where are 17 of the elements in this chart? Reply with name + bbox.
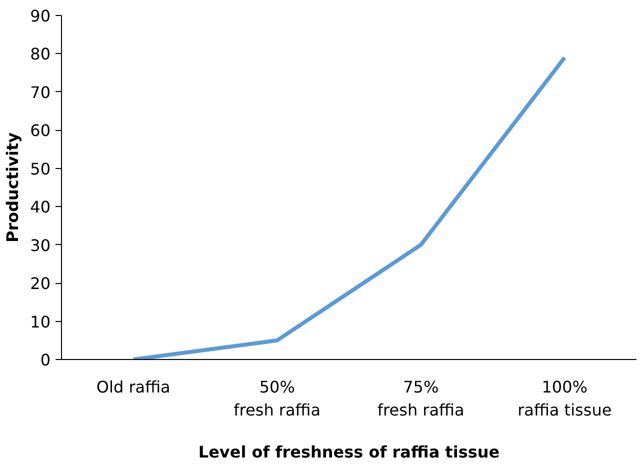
line-series — [131, 56, 567, 360]
x-tick-label: 100% raffia tissue — [518, 378, 612, 420]
y-axis-title: Productivity — [3, 132, 22, 243]
y-tick-label: 0 — [40, 350, 51, 370]
x-tick-label: Old raffia — [96, 378, 170, 396]
y-tick-label: 30 — [30, 236, 50, 255]
x-tick-label: 75% fresh raffia — [377, 378, 464, 420]
y-tick-label: 40 — [30, 198, 50, 217]
y-tick-label: 90 — [30, 6, 50, 26]
y-tick-label: 50 — [30, 159, 50, 178]
x-axis-title: Level of freshness of raffia tissue — [198, 442, 500, 462]
y-tick-label: 20 — [30, 274, 50, 294]
y-tick-label: 70 — [30, 82, 50, 102]
x-tick-label: 50% fresh raffia — [234, 378, 321, 420]
y-tick-label: 80 — [30, 44, 50, 64]
y-tick-label: 60 — [30, 121, 50, 140]
y-tick-label: 10 — [30, 312, 50, 332]
